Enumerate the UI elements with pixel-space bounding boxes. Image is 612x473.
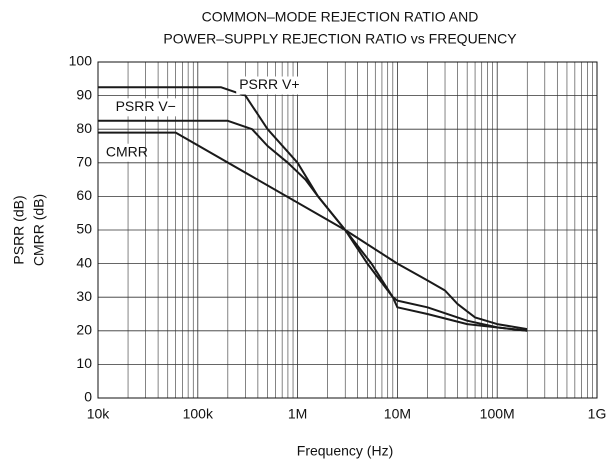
y-tick-label: 80 [76, 120, 92, 136]
y-tick-label: 90 [76, 86, 92, 102]
annotation-background [102, 143, 143, 162]
y-tick-label: 0 [84, 389, 92, 405]
y-tick-label: 30 [76, 288, 92, 304]
y-tick-label: 20 [76, 322, 92, 338]
plot-frame [97, 61, 598, 399]
x-tick-label: 100k [183, 406, 214, 422]
annotation-background [112, 98, 179, 117]
line-series [98, 86, 528, 332]
y-axis-label: PSRR (dB) [11, 195, 27, 264]
y-tick-label: 70 [76, 154, 92, 170]
annotation-background [236, 76, 302, 95]
chart-title: POWER–SUPPLY REJECTION RATIO vs FREQUENC… [163, 31, 517, 47]
annotation: CMRR [106, 143, 148, 159]
annotation: PSRR V− [116, 98, 176, 114]
x-tick-label: 1G [588, 406, 607, 422]
y-tick-label: 50 [76, 221, 92, 237]
x-tick-label: 1M [288, 406, 307, 422]
x-tick-label: 100M [480, 406, 515, 422]
x-tick-label: 10k [87, 406, 111, 422]
y-tick-label: 10 [76, 355, 92, 371]
y-tick-label: 40 [76, 254, 92, 270]
x-tick-label: 10M [384, 406, 411, 422]
annotation: PSRR V+ [239, 76, 299, 92]
y-tick-label: 60 [76, 187, 92, 203]
x-axis-label: Frequency (Hz) [297, 443, 393, 459]
line-series [98, 119, 528, 332]
chart-title: COMMON–MODE REJECTION RATIO AND [202, 9, 479, 25]
y-tick-label: 100 [69, 53, 93, 69]
line-series [98, 131, 528, 331]
y-axis-label: CMRR (dB) [31, 194, 47, 266]
